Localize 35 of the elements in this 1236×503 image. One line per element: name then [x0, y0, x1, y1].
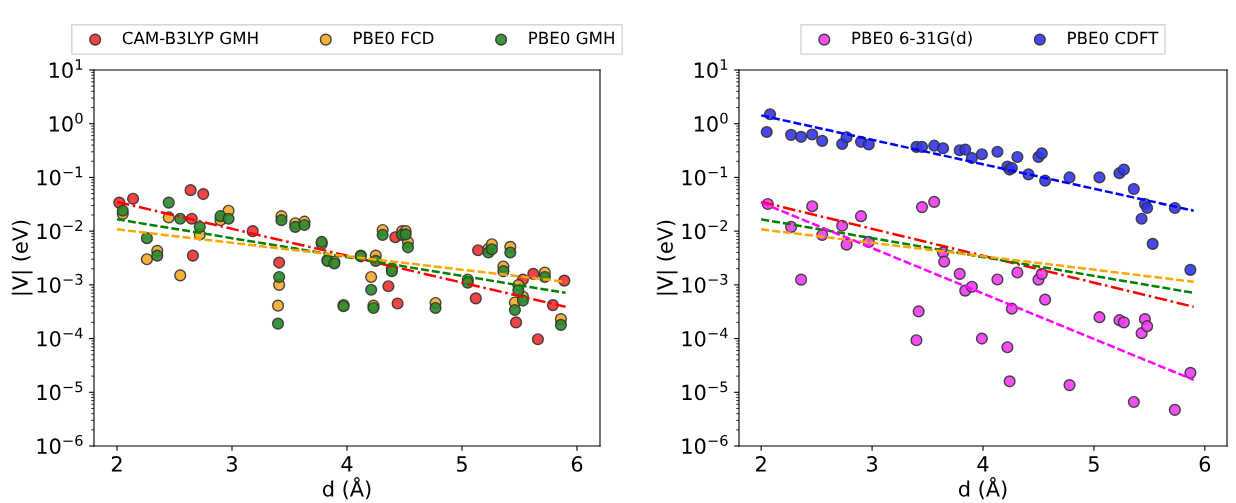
y-tick-label: 10$^{−2}$: [682, 220, 728, 240]
y-axis-title: |V| (eV): [11, 220, 33, 295]
y-tick-label: 10$^{−6}$: [37, 434, 83, 455]
y-tick-label: 10$^{−3}$: [682, 273, 728, 293]
y-tick-label: 10$^{−2}$: [37, 220, 83, 240]
x-tick-label: 3: [867, 456, 878, 472]
legend-label: PBE0 CDFT: [1068, 31, 1159, 45]
y-tick-label: 10$^{0}$: [49, 112, 83, 132]
y-tick-label: 10$^{−1}$: [37, 166, 83, 186]
x-tick-label: 3: [226, 456, 237, 472]
y-tick-label: 10$^{1}$: [694, 59, 728, 79]
y-tick-label: 10$^{−3}$: [37, 273, 83, 293]
y-tick-label: 10$^{−1}$: [682, 166, 728, 186]
x-tick-label: 5: [1088, 456, 1099, 472]
x-tick-label: 4: [341, 456, 353, 472]
y-tick-label: 10$^{−5}$: [682, 381, 728, 401]
legend-label: CAM-B3LYP GMH: [122, 31, 258, 45]
y-tick-label: 10$^{−6}$: [682, 434, 728, 455]
x-tick-label: 6: [1199, 456, 1211, 472]
y-tick-label: 10$^{−4}$: [682, 327, 728, 347]
legend-label: PBE0 GMH: [529, 31, 614, 45]
y-tick-label: 10$^{0}$: [694, 112, 728, 132]
x-tick-label: 2: [111, 456, 122, 472]
x-tick-label: 6: [571, 456, 583, 472]
y-tick-label: 10$^{1}$: [49, 59, 83, 79]
y-tick-label: 10$^{−4}$: [37, 327, 83, 347]
x-axis-title: d (Å): [322, 477, 371, 500]
x-tick-label: 5: [456, 456, 467, 472]
x-tick-label: 2: [756, 456, 766, 472]
x-tick-label: 4: [977, 456, 989, 472]
legend-label: PBE0 6-31G(d): [852, 31, 972, 47]
x-axis-title: d (Å): [958, 477, 1007, 500]
y-tick-label: 10$^{−5}$: [37, 381, 83, 401]
legend-label: PBE0 FCD: [354, 31, 434, 45]
y-axis-title: |V| (eV): [656, 220, 678, 295]
